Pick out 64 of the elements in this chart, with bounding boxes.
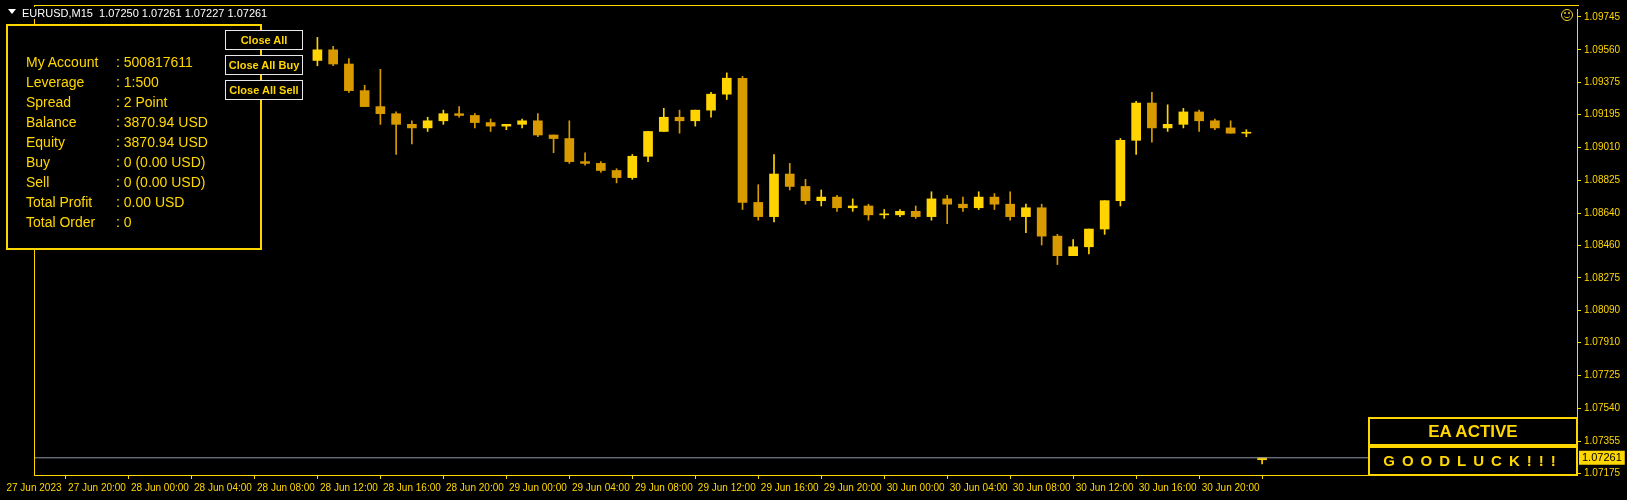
button[interactable]: Close All	[225, 30, 303, 50]
y-tick-label: 1.07910	[1584, 336, 1621, 348]
annotation: Spread	[26, 94, 72, 110]
y-tick-label: 1.09560	[1584, 43, 1621, 55]
annotation: : 500817611	[116, 54, 193, 70]
y-tick-label: 1.09010	[1584, 141, 1621, 153]
candlestick	[407, 120, 417, 145]
x-tick-label: 29 Jun 12:00	[697, 481, 757, 493]
y-tick-label: 1.08275	[1584, 271, 1621, 283]
x-tick-label: 30 Jun 00:00	[886, 481, 946, 493]
x-tick-label: 30 Jun 16:00	[1138, 481, 1197, 493]
annotation: : 0.00 USD	[116, 194, 185, 210]
status-box: EA ACTIVE	[1368, 417, 1578, 446]
annotation: : 0 (0.00 USD)	[116, 154, 206, 170]
candlestick	[454, 106, 464, 118]
status-box: GOODLUCK!!!	[1368, 446, 1578, 476]
button[interactable]: Close All Buy	[225, 55, 303, 75]
x-tick-label: 29 Jun 08:00	[634, 481, 694, 493]
x-tick-label: 29 Jun 04:00	[571, 481, 631, 493]
annotation: : 3870.94 USD	[116, 134, 208, 150]
button[interactable]: Close All Sell	[225, 80, 303, 100]
x-tick-label: 29 Jun 16:00	[760, 481, 820, 493]
candlestick	[580, 152, 590, 166]
candlestick	[942, 195, 953, 225]
annotation: Balance	[26, 114, 77, 130]
x-tick-label: 29 Jun 00:00	[508, 481, 568, 493]
x-tick-label: 28 Jun 16:00	[382, 481, 442, 493]
x-tick-label: 29 Jun 20:00	[823, 481, 883, 493]
annotation: Equity	[26, 134, 65, 150]
x-tick-label: 30 Jun 12:00	[1075, 481, 1134, 493]
annotation: Sell	[26, 174, 50, 190]
y-tick-label: 1.08090	[1584, 304, 1621, 316]
annotation: Total Order	[26, 214, 96, 230]
x-tick-label: 27 Jun 2023	[6, 481, 62, 493]
y-tick-label: 1.09745	[1584, 10, 1621, 22]
x-tick-label: 28 Jun 20:00	[445, 481, 505, 493]
y-tick-label: 1.07175	[1584, 466, 1621, 478]
ref-line-label: 1.07261	[1582, 450, 1622, 463]
y-tick-label: 1.07540	[1584, 402, 1621, 414]
x-tick-label: 28 Jun 04:00	[194, 481, 253, 493]
y-tick-label: 1.08825	[1584, 174, 1621, 185]
x-tick-label: 28 Jun 08:00	[257, 481, 316, 493]
x-tick-label: 28 Jun 12:00	[319, 481, 379, 493]
x-tick-label: 27 Jun 20:00	[68, 481, 127, 493]
x-tick-label: 28 Jun 00:00	[131, 481, 190, 493]
annotation: : 3870.94 USD	[116, 114, 208, 130]
y-tick-label: 1.08460	[1584, 238, 1621, 250]
y-tick-label: 1.07355	[1584, 434, 1621, 446]
y-tick-label: 1.09375	[1584, 76, 1621, 88]
annotation: : 2 Point	[116, 94, 168, 110]
y-tick-label: 1.09195	[1584, 108, 1621, 120]
x-tick-label: 30 Jun 08:00	[1012, 481, 1072, 493]
x-tick-label: 30 Jun 04:00	[949, 481, 1009, 493]
annotation: My Account	[26, 54, 99, 70]
annotation: : 1:500	[116, 74, 159, 90]
chart-title: EURUSD,M15 1.07250 1.07261 1.07227 1.07261	[20, 7, 270, 19]
y-tick-label: 1.07725	[1584, 369, 1621, 381]
annotation: : 0 (0.00 USD)	[116, 174, 206, 190]
annotation: Leverage	[26, 74, 85, 90]
annotation: Total Profit	[26, 194, 93, 210]
x-tick-label: 30 Jun 20:00	[1201, 481, 1260, 493]
y-tick-label: 1.08640	[1584, 206, 1621, 218]
annotation: Buy	[26, 154, 51, 170]
annotation: : 0	[116, 214, 132, 230]
